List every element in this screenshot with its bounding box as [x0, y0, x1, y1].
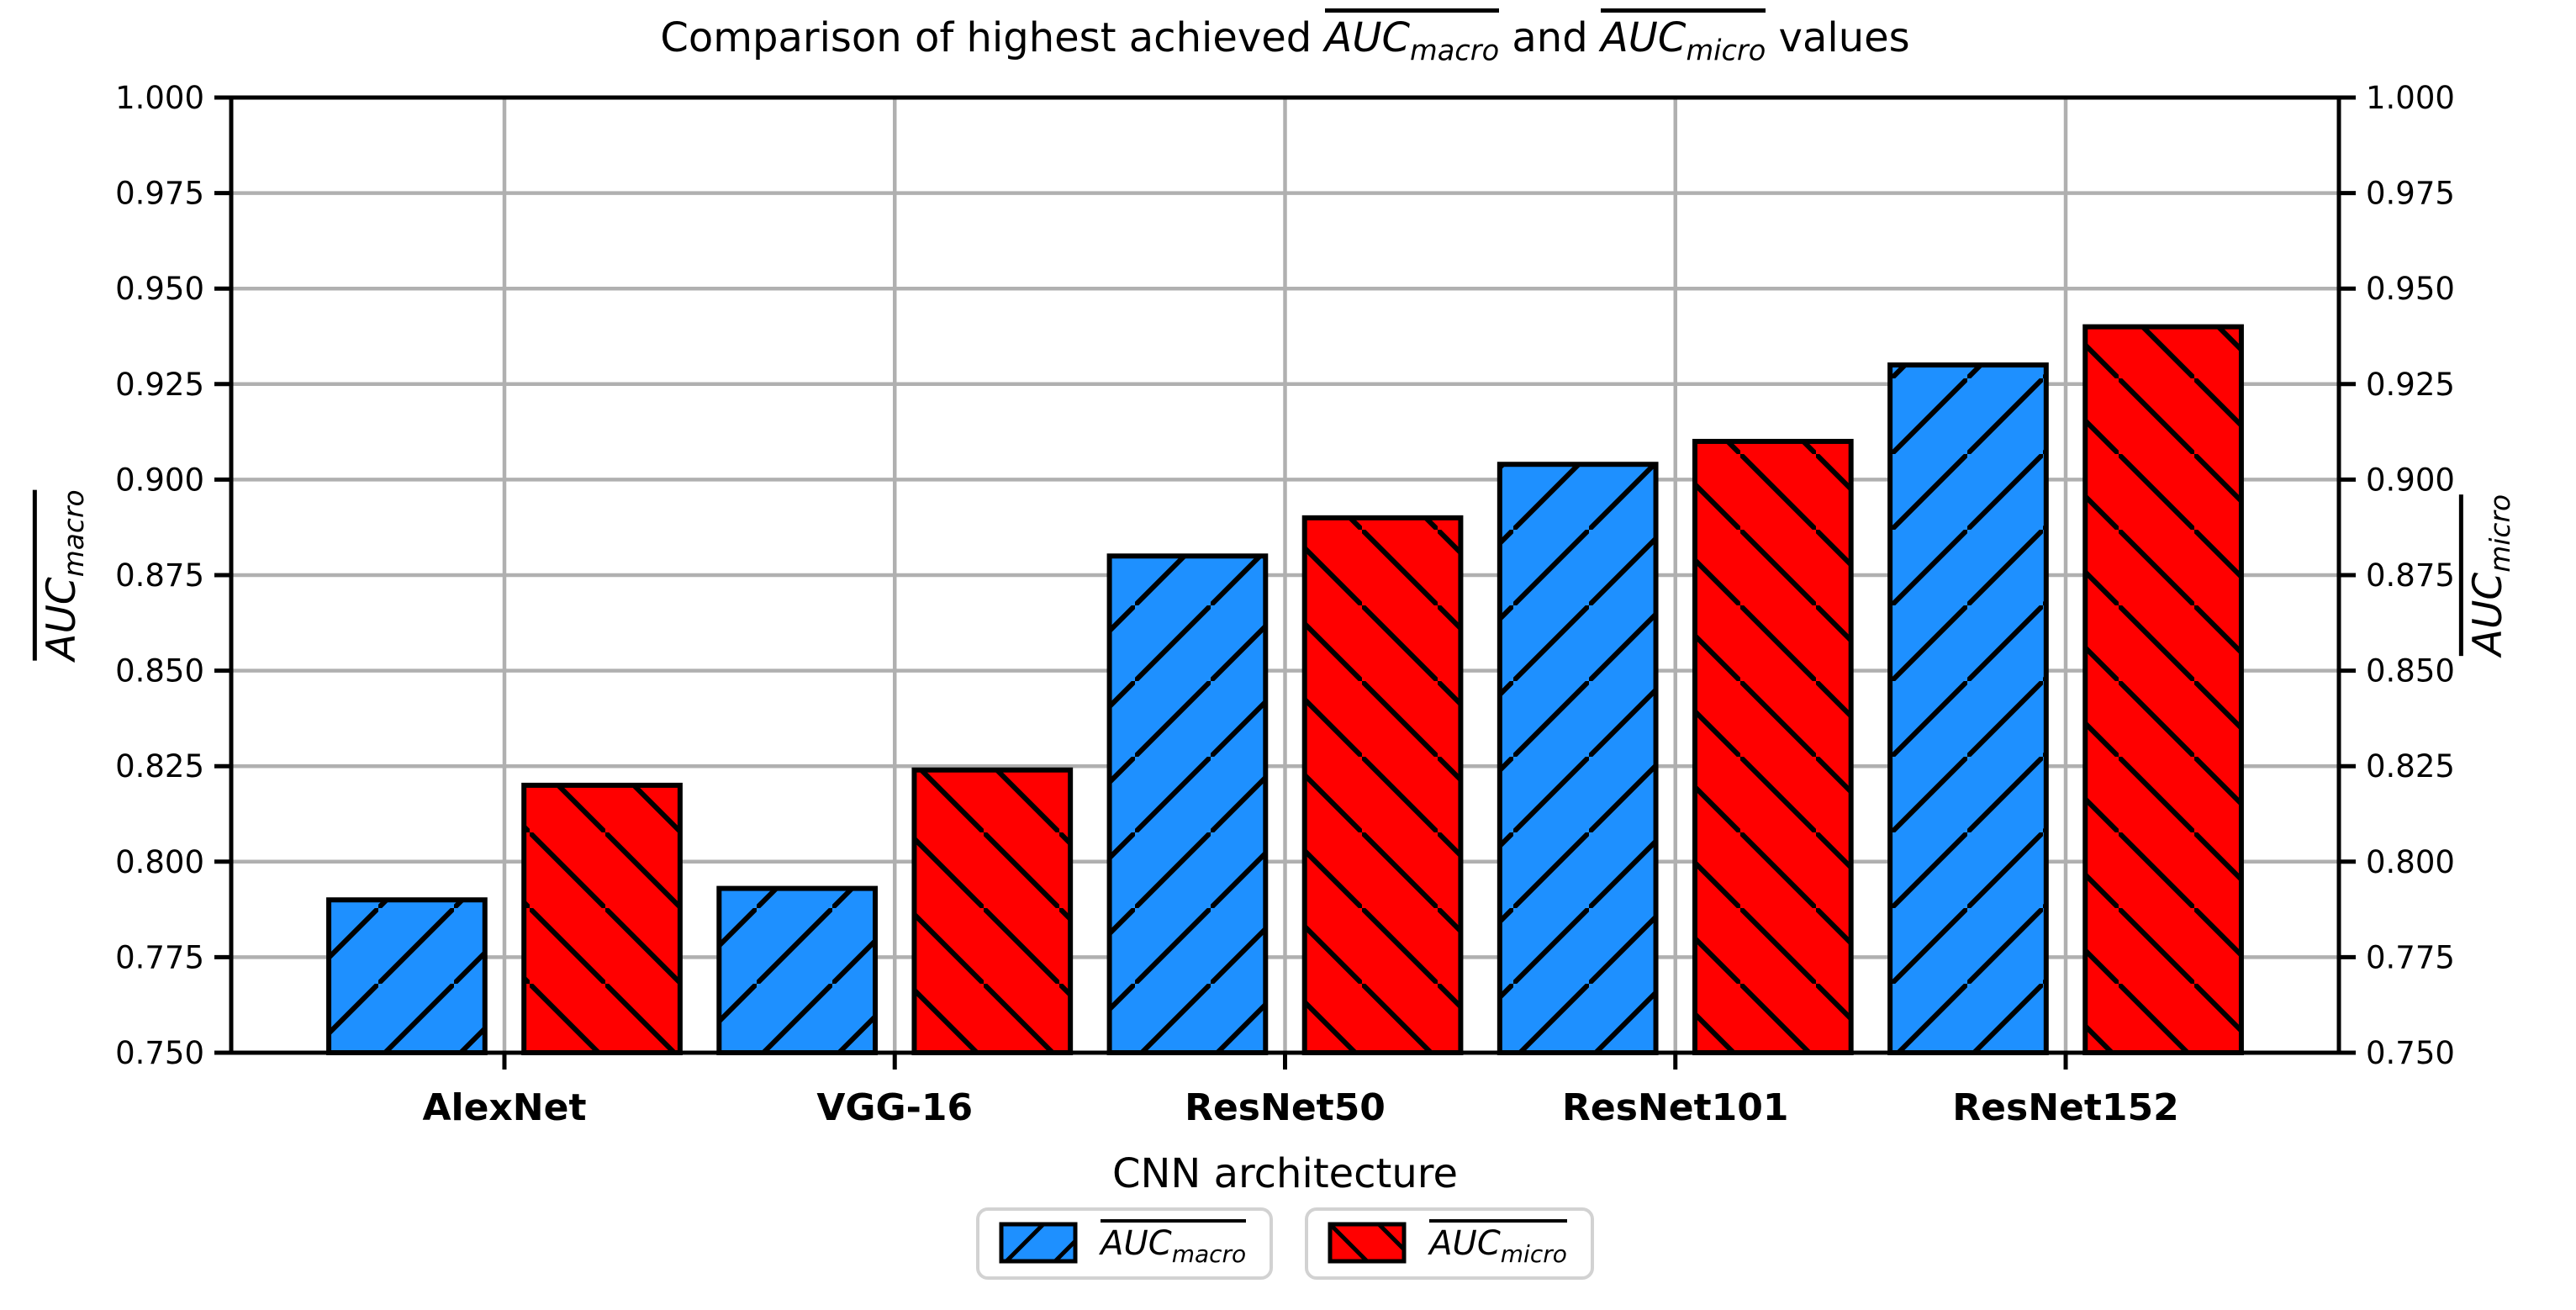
- legend: AUCmacro AUCmicro: [231, 1207, 2339, 1280]
- y-tick-label-right: 0.850: [2366, 653, 2455, 689]
- legend-swatch-border: [1328, 1222, 1407, 1264]
- y-tick-label-right: 0.775: [2366, 939, 2455, 975]
- chart-title-auc-macro: AUCmacro: [1324, 8, 1500, 65]
- bar-aucmicro-vgg16-hatch: [911, 767, 1074, 1056]
- y-tick-label-left: 0.750: [115, 1035, 204, 1071]
- y-axis-label-right-math: AUCmicro: [2458, 494, 2516, 657]
- chart-title-prefix: Comparison of highest achieved: [660, 14, 1325, 61]
- y-tick-label-left: 0.925: [115, 367, 204, 403]
- x-tick-label: ResNet152: [1952, 1086, 2178, 1129]
- legend-item-auc-macro: AUCmacro: [976, 1207, 1274, 1280]
- bar-aucmacro-resnet50-hatch: [1106, 553, 1269, 1055]
- x-tick-label: ResNet50: [1185, 1086, 1386, 1129]
- bar-aucmacro-alexnet-hatch: [326, 897, 488, 1055]
- x-tick-label: ResNet101: [1562, 1086, 1788, 1129]
- y-tick-label-right: 0.950: [2366, 271, 2455, 307]
- bar-aucmicro-alexnet-hatch: [521, 782, 683, 1055]
- chart-title: Comparison of highest achieved AUCmacro …: [231, 8, 2339, 65]
- bar-aucmicro-resnet101-hatch: [1692, 438, 1854, 1055]
- y-tick-label-left: 0.775: [115, 939, 204, 975]
- chart-title-auc-micro: AUCmicro: [1600, 8, 1766, 65]
- y-tick-label-right: 0.750: [2366, 1035, 2455, 1071]
- y-tick-label-right: 0.825: [2366, 748, 2455, 784]
- y-tick-label-left: 0.975: [115, 176, 204, 212]
- legend-label-auc-micro: AUCmicro: [1429, 1219, 1567, 1266]
- y-tick-label-right: 0.925: [2366, 367, 2455, 403]
- bar-aucmicro-resnet152-hatch: [2082, 324, 2244, 1055]
- y-axis-label-left: AUCmacro: [32, 489, 90, 661]
- bar-aucmacro-resnet101-hatch: [1497, 462, 1659, 1055]
- legend-swatch-border: [999, 1222, 1078, 1264]
- y-tick-label-left: 0.900: [115, 462, 204, 498]
- x-tick-label: VGG-16: [816, 1086, 973, 1129]
- legend-swatch-macro-icon: [999, 1222, 1078, 1264]
- y-tick-label-right: 0.975: [2366, 176, 2455, 212]
- legend-label-auc-macro: AUCmacro: [1101, 1219, 1247, 1266]
- y-tick-label-right: 1.000: [2366, 80, 2455, 116]
- y-tick-label-left: 0.800: [115, 844, 204, 880]
- chart-title-suffix: values: [1766, 14, 1910, 61]
- y-tick-label-left: 0.825: [115, 748, 204, 784]
- y-tick-label-left: 1.000: [115, 80, 204, 116]
- bar-aucmacro-vgg16-hatch: [716, 885, 879, 1056]
- y-tick-label-right: 0.900: [2366, 462, 2455, 498]
- y-tick-label-left: 0.875: [115, 557, 204, 594]
- y-axis-label-right: AUCmicro: [2458, 494, 2516, 657]
- y-tick-label-left: 0.850: [115, 653, 204, 689]
- chart-title-connector: and: [1499, 14, 1601, 61]
- legend-item-auc-micro: AUCmicro: [1305, 1207, 1594, 1280]
- y-axis-label-left-math: AUCmacro: [32, 489, 90, 661]
- y-tick-label-left: 0.950: [115, 271, 204, 307]
- y-tick-label-right: 0.875: [2366, 557, 2455, 594]
- bar-aucmicro-resnet50-hatch: [1301, 515, 1464, 1055]
- legend-swatch-micro-icon: [1328, 1222, 1407, 1264]
- x-tick-label: AlexNet: [422, 1086, 586, 1129]
- bar-aucmacro-resnet152-hatch: [1887, 362, 2049, 1055]
- y-tick-label-right: 0.800: [2366, 844, 2455, 880]
- x-axis-label: CNN architecture: [1111, 1150, 1459, 1197]
